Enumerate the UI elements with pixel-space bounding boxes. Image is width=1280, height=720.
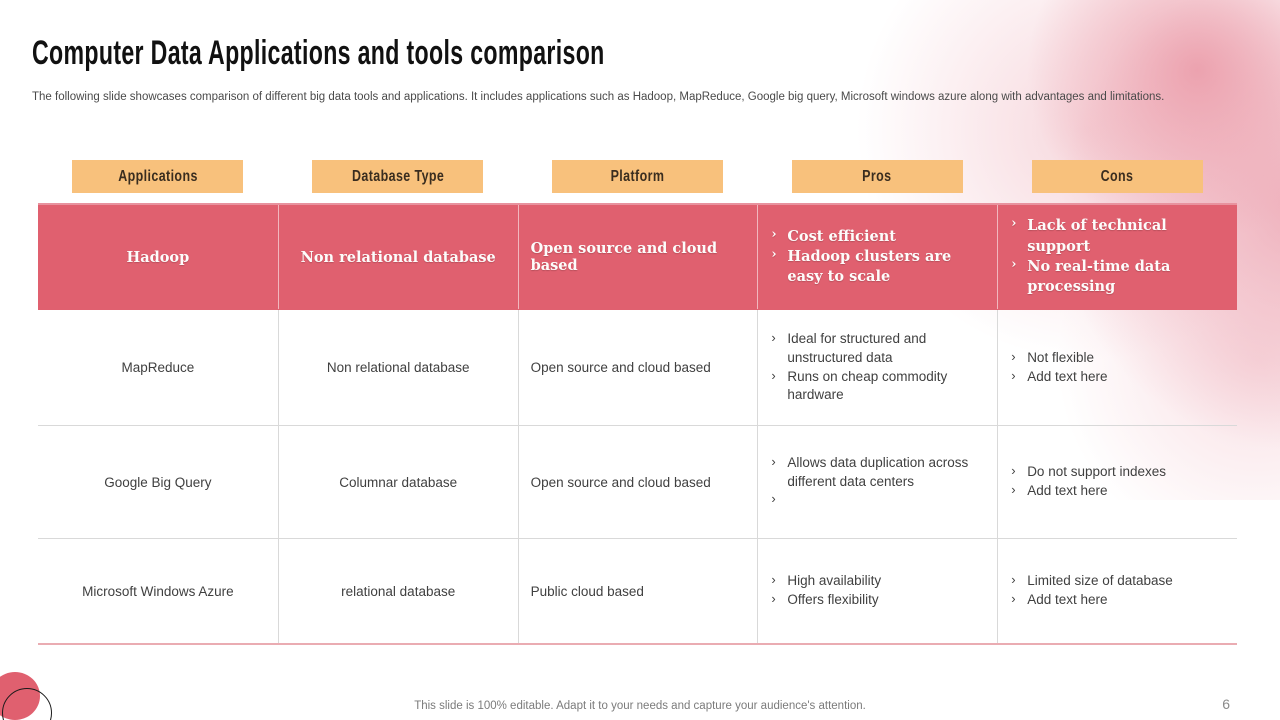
cons-item: Do not support indexes <box>1010 462 1166 482</box>
cell-pros: Allows data duplication across different… <box>757 426 997 538</box>
page-number: 6 <box>1222 696 1230 712</box>
table-row-google-big-query: Google Big Query Columnar database Open … <box>38 426 1237 539</box>
cell-platform: Open source and cloud based <box>517 310 758 425</box>
column-header-pros: Pros <box>757 160 997 193</box>
cell-application: Microsoft Windows Azure <box>82 583 234 599</box>
cell-platform: Open source and cloud based <box>517 426 758 538</box>
cons-item: No real-time data processing <box>1010 256 1225 298</box>
footer-note: This slide is 100% editable. Adapt it to… <box>414 700 866 712</box>
cons-item: Add text here <box>1010 590 1173 610</box>
pros-item: Allows data duplication across different… <box>770 453 985 492</box>
page-title: Computer Data Applications and tools com… <box>32 34 874 73</box>
cell-cons: Do not support indexes Add text here <box>997 426 1237 538</box>
cell-pros: Ideal for structured and unstructured da… <box>757 310 997 425</box>
cons-item: Not flexible <box>1010 348 1107 368</box>
cell-application: Hadoop <box>126 248 190 266</box>
table-row-microsoft-windows-azure: Microsoft Windows Azure relational datab… <box>38 539 1237 643</box>
pros-item: Runs on cheap commodity hardware <box>770 367 985 406</box>
comparison-table: Hadoop Non relational database Open sour… <box>38 203 1237 645</box>
slide-subtitle: The following slide showcases comparison… <box>32 91 1165 103</box>
cell-application: MapReduce <box>121 360 195 375</box>
cons-item: Limited size of database <box>1010 571 1173 591</box>
cell-platform: Open source and cloud based <box>517 205 758 309</box>
column-header-applications: Applications <box>38 160 278 193</box>
cell-pros: High availability Offers flexibility <box>757 539 997 643</box>
cell-platform: Public cloud based <box>517 539 758 643</box>
pros-item: High availability <box>770 571 881 591</box>
table-column-headers: Applications Database Type Platform Pros… <box>38 160 1237 193</box>
table-row-mapreduce: MapReduce Non relational database Open s… <box>38 310 1237 426</box>
pros-item: Offers flexibility <box>770 590 881 610</box>
pros-item: Cost efficient <box>770 226 985 247</box>
cons-item: Add text here <box>1010 481 1166 501</box>
cell-application: Google Big Query <box>104 474 212 490</box>
column-header-database-type: Database Type <box>278 160 518 193</box>
table-row-hadoop: Hadoop Non relational database Open sour… <box>38 205 1237 310</box>
cons-item: Add text here <box>1010 367 1107 387</box>
cell-cons: Limited size of database Add text here <box>997 539 1237 643</box>
cell-database-type: Columnar database <box>277 426 518 538</box>
cell-database-type: Non relational database <box>277 205 518 309</box>
cell-cons: Lack of technical support No real-time d… <box>997 205 1237 309</box>
column-header-platform: Platform <box>518 160 758 193</box>
column-header-cons: Cons <box>997 160 1237 193</box>
cons-item: Lack of technical support <box>1010 215 1225 257</box>
cell-database-type: relational database <box>277 539 518 643</box>
cell-database-type: Non relational database <box>277 310 518 425</box>
cell-cons: Not flexible Add text here <box>997 310 1237 425</box>
pros-item <box>770 490 985 510</box>
cell-pros: Cost efficient Hadoop clusters are easy … <box>757 205 997 309</box>
page-title-text: Computer Data Applications and tools com… <box>32 34 605 72</box>
pros-item: Hadoop clusters are easy to scale <box>770 246 985 288</box>
pros-item: Ideal for structured and unstructured da… <box>770 329 985 368</box>
